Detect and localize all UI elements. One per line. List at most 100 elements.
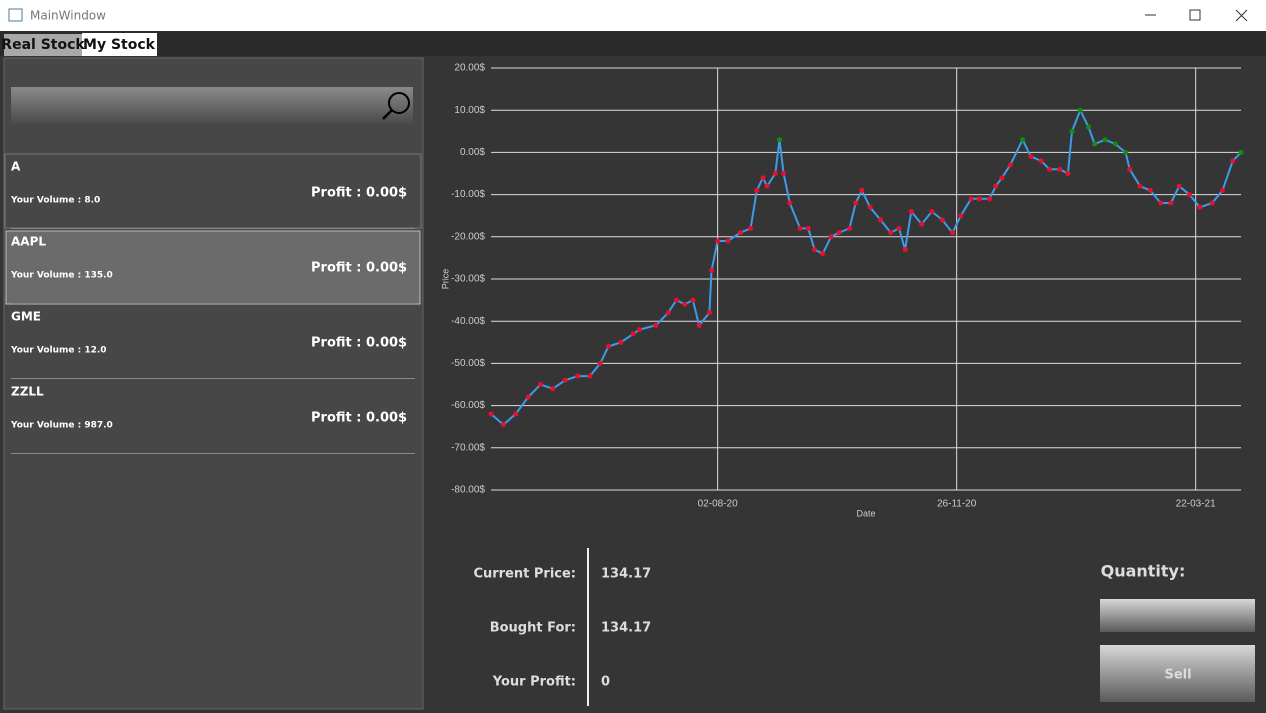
price-point	[976, 196, 982, 202]
stock-volume: Your Volume : 8.0	[10, 196, 100, 206]
price-point	[999, 175, 1005, 181]
price-point	[1028, 154, 1034, 160]
price-point	[1069, 128, 1075, 134]
price-point	[776, 137, 782, 143]
price-point	[537, 382, 543, 387]
y-tick-label: 20.00$	[454, 63, 485, 74]
price-point	[708, 268, 714, 274]
x-axis-label: Date	[856, 508, 875, 518]
price-point	[1038, 158, 1044, 164]
stock-volume: Your Volume : 12.0	[10, 346, 107, 356]
price-point	[1112, 141, 1118, 147]
x-tick-label: 02-08-20	[698, 499, 738, 510]
price-point	[1158, 200, 1164, 206]
price-point	[525, 394, 531, 400]
price-point	[993, 183, 999, 189]
price-point	[1168, 200, 1174, 206]
price-point	[950, 230, 956, 236]
detail-label: Bought For:	[490, 621, 576, 636]
price-point	[715, 238, 721, 244]
price-point	[682, 301, 688, 307]
stock-volume: Your Volume : 987.0	[10, 421, 113, 431]
detail-value: 0	[601, 675, 610, 690]
price-point	[618, 339, 624, 345]
close-button[interactable]	[1235, 9, 1248, 22]
price-point	[929, 208, 935, 214]
sell-button[interactable]	[1100, 645, 1255, 702]
window-title: MainWindow	[30, 9, 106, 23]
y-axis-label: Price	[440, 269, 450, 290]
price-point	[754, 187, 760, 193]
stock-item-selected	[5, 230, 421, 305]
price-point	[859, 187, 865, 193]
price-point	[1086, 124, 1092, 130]
y-tick-label: -10.00$	[451, 189, 485, 200]
stock-symbol: AAPL	[11, 235, 46, 249]
detail-label: Your Profit:	[492, 675, 576, 690]
search-icon[interactable]	[388, 92, 410, 114]
price-point	[1147, 187, 1153, 193]
price-point	[1238, 149, 1244, 155]
detail-value: 134.17	[601, 567, 651, 582]
maximize-button[interactable]	[1189, 9, 1201, 21]
y-tick-label: -50.00$	[451, 358, 485, 369]
price-point	[706, 310, 712, 316]
stock-list-panel	[3, 57, 424, 710]
price-point	[987, 196, 993, 202]
price-point	[787, 200, 793, 206]
price-point	[760, 175, 766, 181]
price-point	[587, 373, 593, 379]
tab-label: My Stock	[83, 37, 156, 53]
y-tick-label: -40.00$	[451, 316, 485, 327]
price-point	[696, 322, 702, 328]
y-tick-label: -70.00$	[451, 442, 485, 453]
price-point	[1057, 166, 1063, 172]
price-point	[820, 251, 826, 257]
price-point	[772, 171, 778, 176]
quantity-input[interactable]	[1100, 599, 1255, 632]
price-point	[636, 327, 642, 333]
price-point	[877, 217, 883, 223]
price-point	[1102, 137, 1108, 143]
price-point	[1137, 183, 1143, 189]
price-point	[1197, 204, 1203, 210]
y-tick-label: 10.00$	[454, 105, 485, 116]
price-point	[847, 225, 853, 231]
price-point	[1007, 162, 1013, 168]
price-point	[737, 230, 743, 236]
price-point	[797, 225, 803, 231]
price-point	[1020, 137, 1026, 143]
price-point	[1230, 158, 1236, 164]
search-box[interactable]	[11, 87, 413, 124]
price-point	[1219, 187, 1225, 193]
detail-value: 134.17	[601, 621, 651, 636]
price-point	[630, 331, 636, 337]
price-point	[939, 217, 945, 223]
quantity-label: Quantity:	[1101, 562, 1186, 581]
y-tick-label: -60.00$	[451, 400, 485, 411]
price-point	[673, 297, 679, 303]
y-tick-label: -80.00$	[451, 485, 485, 496]
tab-my-stock[interactable]	[82, 33, 157, 56]
tab-real-stock[interactable]	[4, 34, 82, 56]
price-point	[725, 238, 731, 244]
price-point	[867, 204, 873, 210]
stock-profit: Profit : 0.00$	[311, 261, 407, 276]
price-point	[1123, 149, 1129, 155]
price-point	[968, 196, 974, 202]
price-point	[1092, 141, 1098, 147]
stock-profit: Profit : 0.00$	[311, 336, 407, 351]
y-tick-label: 0.00$	[460, 147, 485, 158]
price-point	[764, 183, 770, 189]
price-point	[828, 234, 834, 240]
y-tick-label: -20.00$	[451, 231, 485, 242]
price-point	[853, 200, 859, 206]
price-point	[653, 322, 659, 328]
price-point	[690, 297, 696, 303]
price-point	[1176, 183, 1182, 189]
price-point	[919, 221, 925, 227]
price-point	[805, 225, 811, 231]
title-bar	[0, 0, 1266, 31]
price-point	[500, 422, 506, 428]
